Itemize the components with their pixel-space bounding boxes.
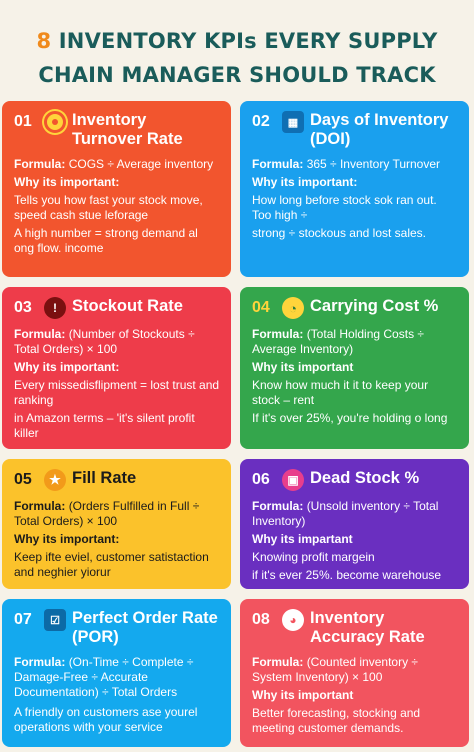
why-text: Every missedisflipment = lost trust and …	[14, 378, 220, 407]
clock-icon: ◔	[282, 297, 304, 319]
extra-text: strong ÷ stockous and lost sales.	[252, 226, 427, 240]
calendar-icon: ▦	[282, 111, 304, 133]
kpi-number: 04	[252, 299, 270, 316]
kpi-title: Fill Rate	[72, 469, 137, 487]
why-label: Why its important	[252, 688, 354, 702]
formula-label: Formula:	[14, 655, 66, 669]
kpi-card-stockout-rate: 03 ! Stockout Rate Formula: (Number of S…	[2, 287, 231, 449]
formula-label: Formula:	[14, 499, 66, 513]
extra-text: if it's ever 25%. become warehouse	[252, 568, 442, 582]
formula-label: Formula:	[252, 327, 304, 341]
target-icon	[44, 111, 66, 133]
why-text: A friendly on customers ase yourel opera…	[14, 705, 198, 734]
formula-text: (Total Holding Costs ÷ Average Inventory…	[252, 327, 424, 356]
kpi-card-inventory-accuracy: 08 ◕ Inventory Accuracy Rate Formula: (C…	[240, 599, 469, 747]
formula-text: (Number of Stockouts ÷ Total Orders) × 1…	[14, 327, 195, 356]
title-line-2: CHAIN MANAGER SHOULD TRACK	[38, 63, 436, 87]
why-text: Knowing profit margein	[252, 550, 375, 564]
kpi-number: 06	[252, 471, 270, 488]
why-text: Tells you how fast your stock move, spee…	[14, 193, 203, 222]
kpi-number: 02	[252, 113, 270, 130]
kpi-card-days-of-inventory: 02 ▦ Days of Inventory (DOI) Formula: 36…	[240, 101, 469, 277]
formula-text: (On-Time ÷ Complete ÷ Damage-Free ÷ Accu…	[14, 655, 194, 699]
kpi-card-fill-rate: 05 ★ Fill Rate Formula: (Orders Fulfille…	[2, 459, 231, 589]
kpi-title: Carrying Cost %	[310, 297, 439, 315]
formula-text: 365 ÷ Inventory Turnover	[306, 157, 441, 171]
box-icon: ▣	[282, 469, 304, 491]
formula-text: (Unsold inventory ÷ Total Inventory)	[252, 499, 439, 528]
formula-label: Formula:	[252, 655, 304, 669]
formula-label: Formula:	[252, 499, 304, 513]
title-line-1-text: INVENTORY KPIs EVERY SUPPLY	[58, 29, 438, 53]
formula-text: COGS ÷ Average inventory	[68, 157, 214, 171]
kpi-title: Inventory Accuracy Rate	[310, 609, 425, 646]
why-label: Why its important:	[14, 360, 120, 374]
checklist-icon: ☑	[44, 609, 66, 631]
kpi-card-inventory-turnover: 01 Inventory Turnover Rate Formula: COGS…	[2, 101, 231, 277]
why-label: Why its important:	[252, 175, 358, 189]
extra-text: If it's over 25%, you're holding o long	[252, 411, 448, 425]
why-label: Why its impartant	[252, 532, 353, 546]
gauge-icon: ◕	[282, 609, 304, 631]
kpi-number: 08	[252, 611, 270, 628]
why-label: Why its important:	[14, 175, 120, 189]
extra-text: A high number = strong demand al ong flo…	[14, 226, 198, 255]
why-text: Better forecasting, stocking and meeting…	[252, 706, 421, 735]
stop-icon: !	[44, 297, 66, 319]
why-text: Keep ifte eviel, customer satistaction a…	[14, 550, 209, 579]
formula-label: Formula:	[252, 157, 304, 171]
formula-text: (Orders Fulfilled in Full ÷ Total Orders…	[14, 499, 200, 528]
kpi-title: Perfect Order Rate (POR)	[72, 609, 218, 646]
kpi-card-carrying-cost: 04 ◔ Carrying Cost % Formula: (Total Hol…	[240, 287, 469, 449]
kpi-card-dead-stock: 06 ▣ Dead Stock % Formula: (Unsold inven…	[240, 459, 469, 589]
formula-label: Formula:	[14, 157, 66, 171]
kpi-number: 05	[14, 471, 32, 488]
title-number: 8	[36, 29, 52, 53]
formula-text: (Counted inventory ÷ System Inventory) ×…	[252, 655, 418, 684]
extra-text: in Amazon terms – 'it's silent profit ki…	[14, 411, 195, 440]
page-title: 8 INVENTORY KPIs EVERY SUPPLY CHAIN MANA…	[0, 24, 474, 92]
kpi-title: Inventory Turnover Rate	[72, 111, 183, 148]
kpi-title: Stockout Rate	[72, 297, 183, 315]
formula-label: Formula:	[14, 327, 66, 341]
star-icon: ★	[44, 469, 66, 491]
why-label: Why its important:	[14, 532, 120, 546]
kpi-title: Dead Stock %	[310, 469, 420, 487]
kpi-card-perfect-order-rate: 07 ☑ Perfect Order Rate (POR) Formula: (…	[2, 599, 231, 747]
kpi-title: Days of Inventory (DOI)	[310, 111, 449, 148]
why-text: How long before stock sok ran out. Too h…	[252, 193, 437, 222]
kpi-number: 01	[14, 113, 32, 130]
kpi-number: 07	[14, 611, 32, 628]
why-label: Why its important	[252, 360, 354, 374]
kpi-number: 03	[14, 299, 32, 316]
title-line-1: 8 INVENTORY KPIs EVERY SUPPLY	[0, 24, 474, 58]
why-text: Know how much it it to keep your stock –…	[252, 378, 429, 407]
